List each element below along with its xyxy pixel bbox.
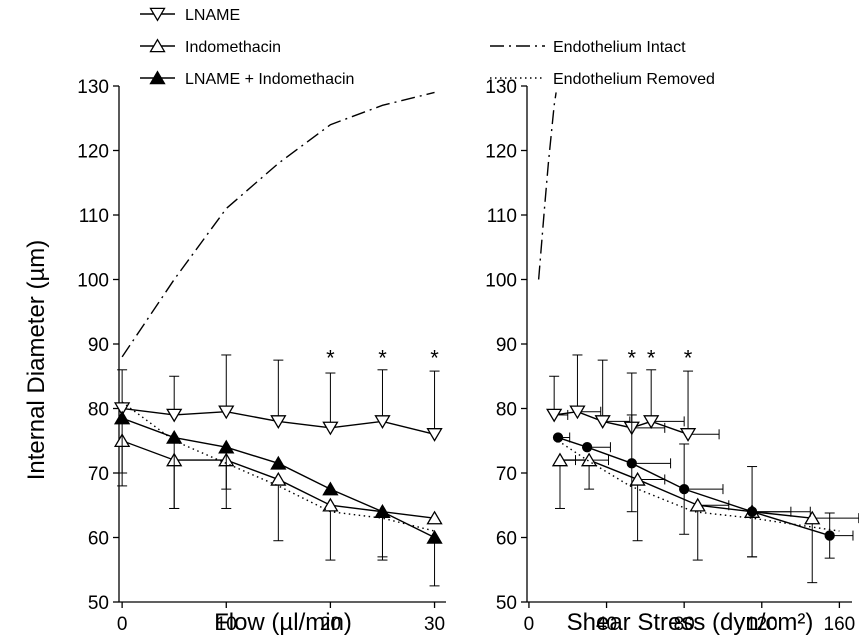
series-line [557,436,830,537]
y-tick-label: 90 [496,335,517,356]
x-tick-label: 30 [424,614,445,635]
x-tick-label: 160 [824,614,856,635]
y-tick-label: 80 [88,400,109,421]
y-tick-label: 100 [485,271,517,292]
annotation: * [378,346,387,371]
marker [166,429,183,444]
marker [552,432,564,443]
marker [569,405,586,420]
series-line [537,92,557,280]
annotation: * [684,346,693,371]
series-line [559,459,813,519]
annotation: * [326,346,335,371]
y-tick-label: 50 [496,593,517,614]
marker [113,410,131,425]
y-tick-label: 90 [88,335,109,356]
legend-label: Indomethacin [185,39,281,56]
x-tick-label: 0 [524,614,535,635]
marker [629,471,646,486]
y-tick-label: 50 [88,593,109,614]
y-tick-label: 110 [79,206,109,227]
marker [322,421,339,436]
y-tick-label: 100 [77,271,109,292]
x-tick-label: 40 [596,614,617,635]
marker [374,504,391,518]
marker [218,405,235,420]
marker [322,497,339,512]
marker [374,415,391,429]
marker [218,439,235,454]
y-tick-label: 60 [88,529,109,550]
marker [581,442,593,453]
y-tick-label: 130 [485,77,517,98]
x-tick-label: 10 [216,614,237,635]
marker [689,497,706,512]
y-tick-label: 70 [496,464,517,485]
y-tick-label: 60 [496,529,517,550]
y-tick-label: 120 [485,142,517,163]
marker [149,38,166,53]
marker [166,408,183,423]
marker [594,415,611,429]
y-tick-label: 80 [496,400,517,421]
x-axis-label: Shear Stress (dyn/cm²) [567,609,814,636]
marker [270,455,287,470]
y-axis-label: Internal Diameter (µm) [23,240,50,481]
x-tick-label: 20 [320,614,341,635]
marker [426,529,443,544]
legend-label: LNAME [185,7,240,24]
y-tick-label: 120 [77,142,109,163]
series-line [554,411,689,435]
marker [551,452,569,467]
annotation: * [627,346,636,371]
x-axis-label: Flow (µl/min) [214,609,352,636]
marker [270,471,287,486]
marker [426,428,443,442]
legend-label: Endothelium Removed [553,71,715,88]
legend-label: LNAME + Indomethacin [185,71,354,88]
series-line [557,440,840,532]
marker [426,510,443,525]
x-tick-label: 0 [117,614,128,635]
marker [679,428,697,442]
x-tick-label: 80 [674,614,695,635]
marker [626,458,637,469]
marker [149,7,166,22]
marker [804,510,821,525]
x-tick-label: 120 [746,614,778,635]
marker [679,483,690,495]
y-tick-label: 70 [88,464,109,485]
marker [643,415,660,429]
series-line [121,91,435,358]
annotation: * [430,346,439,371]
y-tick-label: 130 [77,77,109,98]
marker [546,408,563,423]
marker [149,70,166,85]
y-tick-label: 110 [487,206,517,227]
marker [270,415,287,429]
marker [746,506,758,517]
legend-label: Endothelium Intact [553,39,686,56]
annotation: * [647,346,656,371]
marker [824,530,835,541]
marker [322,481,339,496]
